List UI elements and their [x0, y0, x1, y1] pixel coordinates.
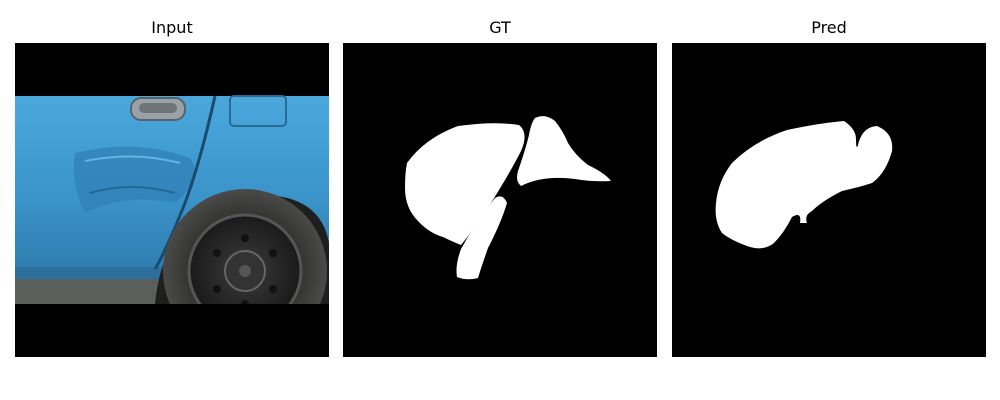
gt-mask-image — [343, 43, 657, 357]
input-image — [15, 43, 329, 357]
letterbox-bottom — [15, 304, 329, 357]
gt-region-strip — [456, 196, 507, 280]
car-damage-photo — [15, 43, 329, 357]
dent-area — [73, 146, 195, 213]
door-seam — [153, 95, 217, 270]
fuel-door — [229, 95, 287, 127]
pred-region-main — [715, 121, 893, 249]
sill — [15, 267, 165, 279]
pred-mask-image — [672, 43, 986, 357]
gt-mask — [343, 43, 657, 357]
gt-region-upper-right — [517, 116, 611, 186]
gt-panel-title: GT — [489, 18, 511, 37]
pred-panel-title: Pred — [811, 18, 847, 37]
input-panel-title: Input — [151, 18, 193, 37]
gt-region-main — [405, 123, 525, 245]
pred-mask — [672, 43, 986, 357]
